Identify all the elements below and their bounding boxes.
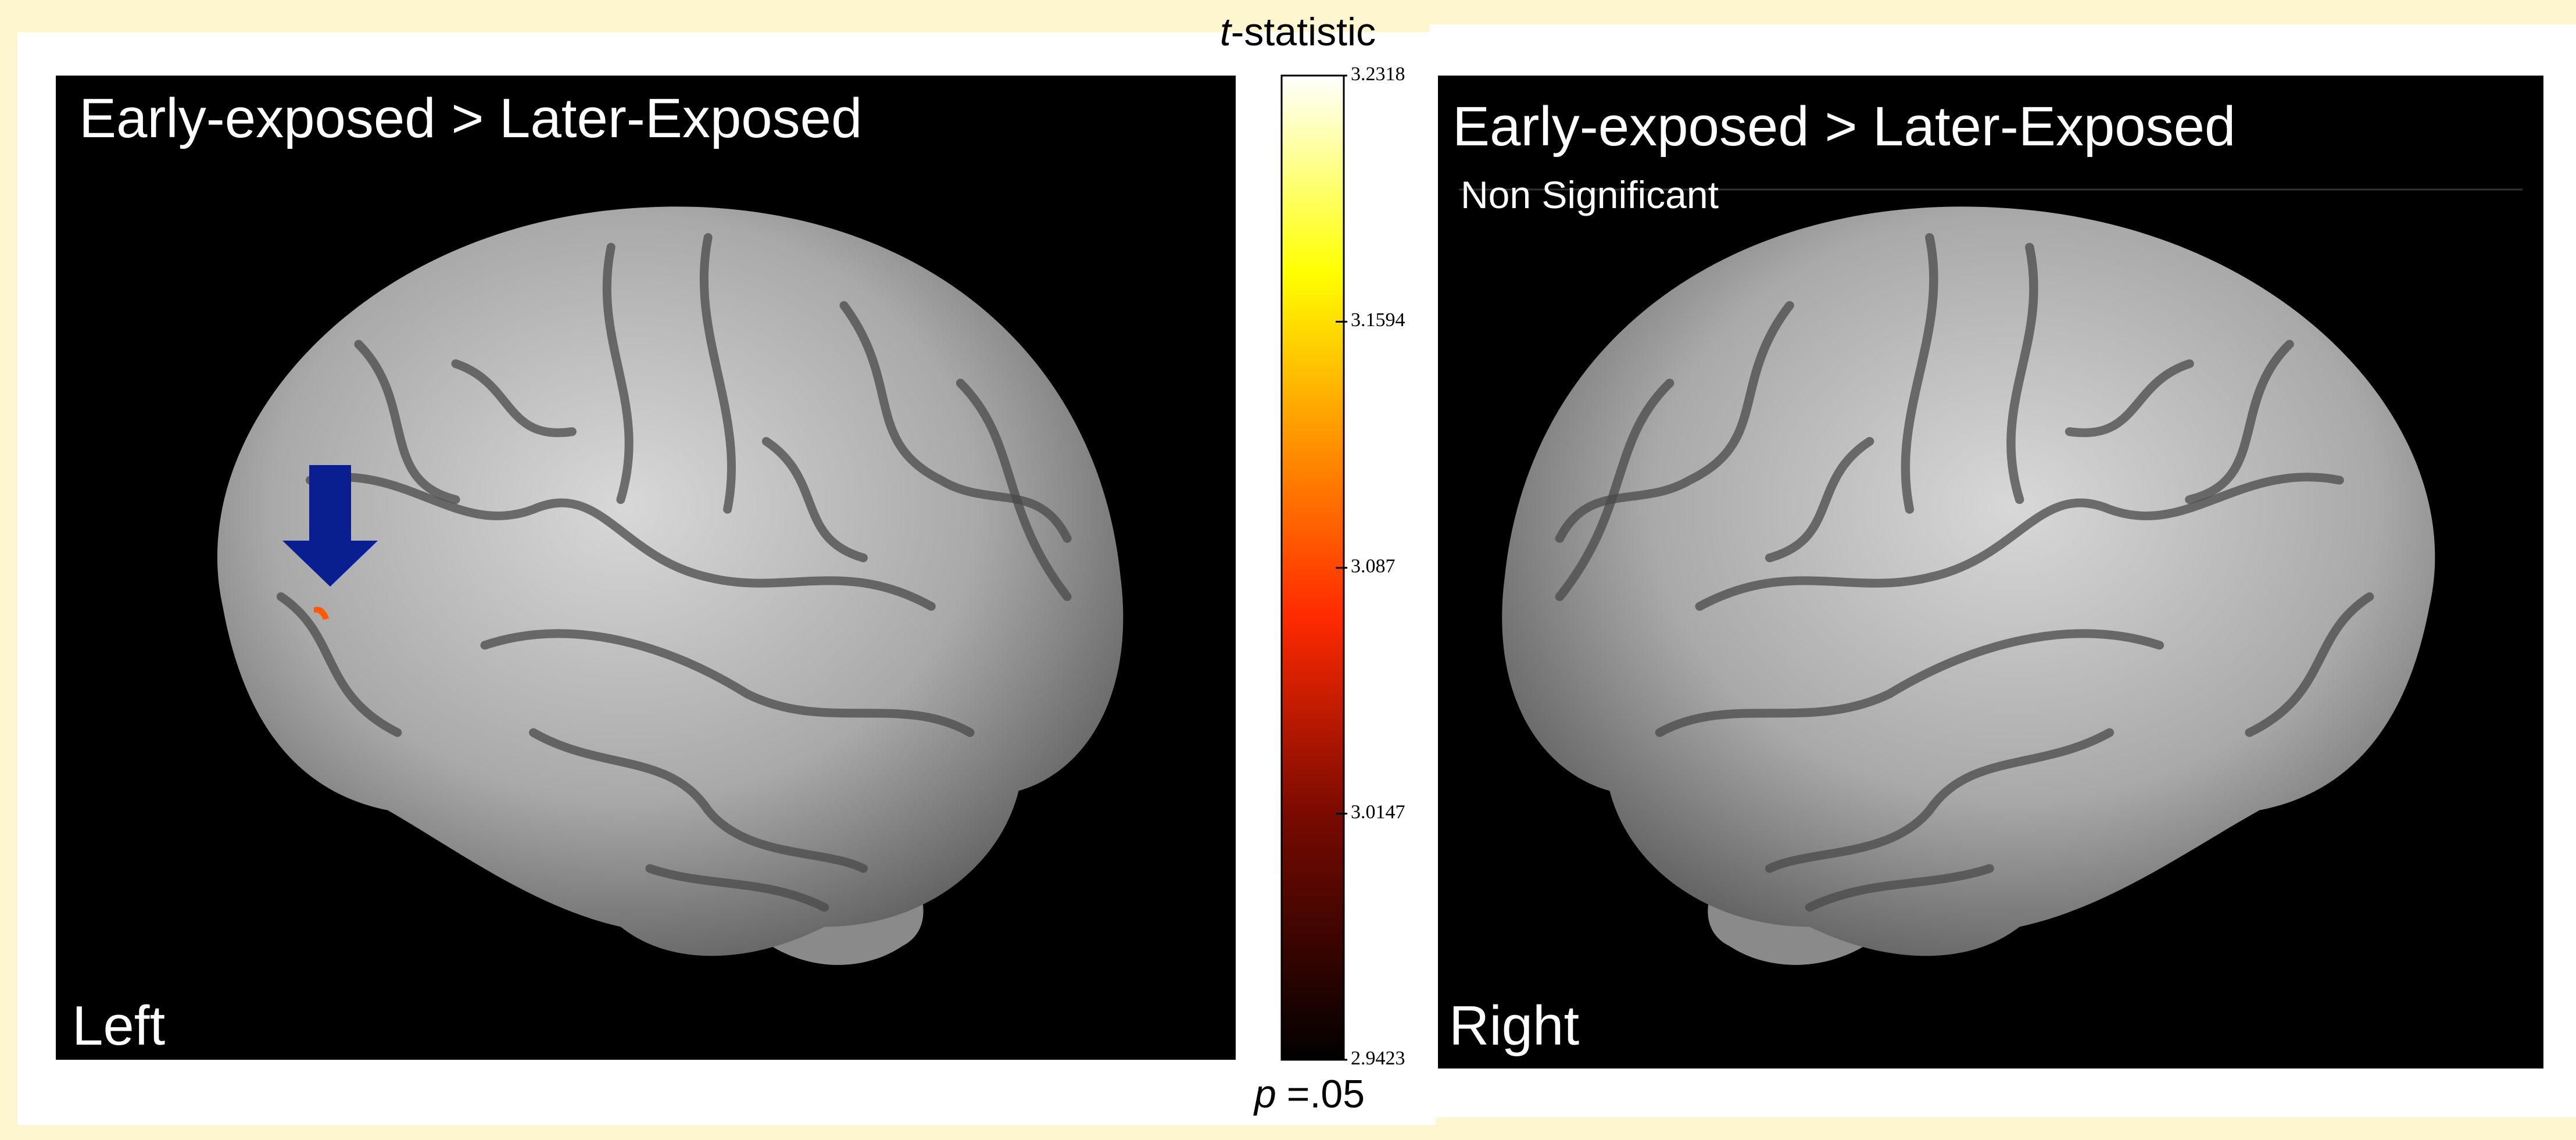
page: Early-exposed > Later-Exposed Left Early… xyxy=(0,0,2576,1140)
threshold-text: =.05 xyxy=(1287,1072,1365,1116)
side-label: Right xyxy=(1449,995,1579,1057)
colorbar-label-text: -statistic xyxy=(1231,10,1376,54)
figure: Early-exposed > Later-Exposed Left Early… xyxy=(0,0,2576,1140)
panel-title: Early-exposed > Later-Exposed xyxy=(1452,95,2235,158)
colorbar xyxy=(1282,76,1344,1060)
colorbar-tick-label: 3.0147 xyxy=(1351,801,1405,823)
colorbar-tick-label: 2.9423 xyxy=(1351,1048,1405,1069)
threshold-italic: p xyxy=(1253,1072,1276,1116)
panel-note: Non Significant xyxy=(1461,173,1719,216)
panel-title: Early-exposed > Later-Exposed xyxy=(79,87,862,149)
colorbar-tick-label: 3.087 xyxy=(1351,556,1396,577)
side-label: Left xyxy=(72,995,165,1057)
colorbar-tick-label: 3.2318 xyxy=(1351,63,1405,85)
colorbar-tick-label: 3.1594 xyxy=(1351,309,1405,331)
colorbar-label: t-statistic xyxy=(1220,10,1376,54)
threshold-label: p=.05 xyxy=(1253,1072,1365,1116)
